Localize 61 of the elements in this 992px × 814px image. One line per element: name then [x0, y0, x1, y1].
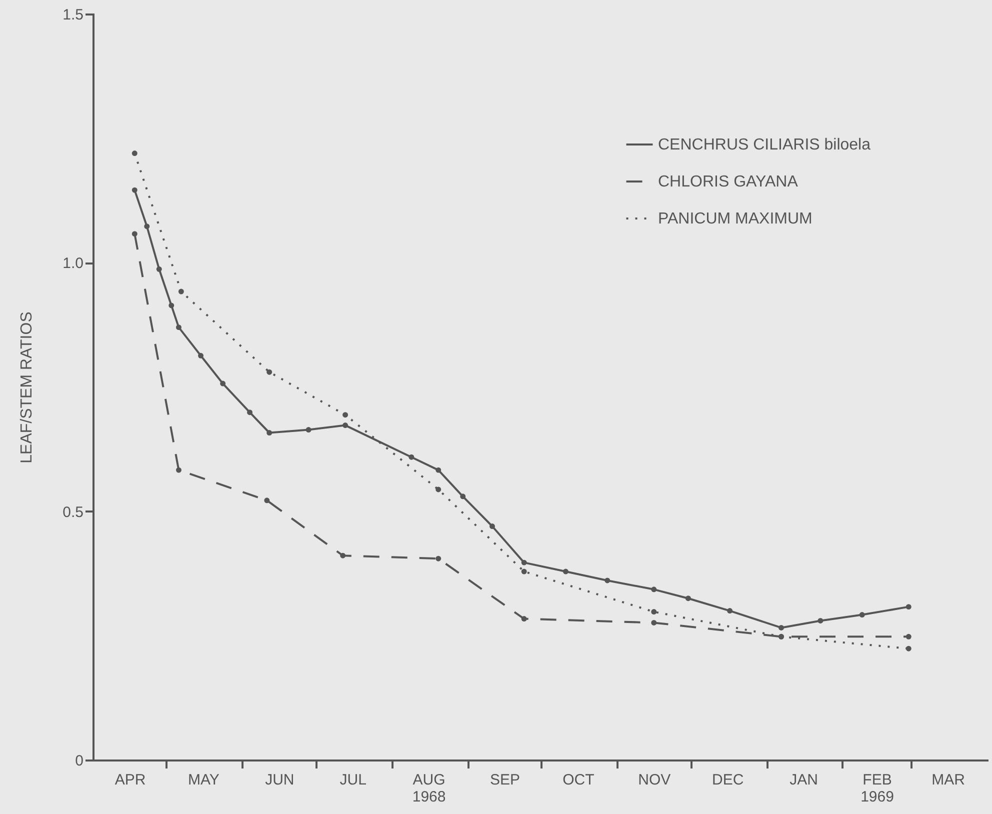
x-tick-label: AUG 1968 — [412, 772, 446, 806]
point — [266, 430, 272, 436]
point — [132, 187, 138, 193]
point — [651, 586, 657, 592]
point — [132, 150, 138, 156]
y-tick-label: 0 — [75, 752, 84, 770]
point — [436, 486, 442, 492]
point — [818, 618, 824, 624]
x-tick-label: DEC — [712, 772, 744, 788]
y-tick-label: 0.5 — [62, 504, 84, 521]
x-tick-label: JAN — [790, 772, 818, 788]
point — [685, 596, 691, 602]
point — [266, 369, 272, 375]
x-tick-label: JUL — [340, 772, 366, 788]
x-tick-label: OCT — [562, 772, 594, 788]
point — [436, 556, 442, 562]
point — [342, 422, 348, 428]
y-tick-label: 1.5 — [62, 6, 84, 24]
point — [198, 352, 204, 358]
point — [306, 427, 312, 433]
point — [651, 609, 657, 615]
point — [220, 380, 226, 386]
point — [906, 634, 912, 640]
x-tick-label: FEB 1969 — [860, 772, 894, 806]
point — [436, 467, 442, 473]
point — [144, 224, 150, 230]
point — [859, 612, 865, 618]
point — [168, 302, 174, 308]
point — [264, 498, 270, 504]
point — [247, 410, 252, 416]
point — [521, 568, 527, 574]
point — [562, 568, 568, 574]
point — [176, 467, 182, 473]
point — [490, 524, 495, 529]
point — [778, 624, 784, 630]
point — [460, 494, 466, 500]
x-tick-label: MAY — [188, 772, 220, 788]
y-axis-title: LEAF/STEM RATIOS — [18, 312, 36, 464]
x-tick-label: JUN — [265, 772, 294, 788]
y-tick-label: 1.0 — [62, 255, 84, 272]
x-tick-label: APR — [114, 772, 146, 788]
x-tick-label: SEP — [490, 772, 520, 788]
point — [342, 412, 348, 418]
point — [906, 646, 912, 652]
point — [906, 604, 912, 610]
point — [340, 552, 346, 558]
point — [521, 560, 527, 566]
point — [604, 578, 610, 584]
point — [178, 288, 184, 294]
point — [521, 616, 527, 622]
legend-label: PANICUM MAXIMUM — [658, 210, 812, 228]
legend-label: CENCHRUS CILIARIS biloela — [658, 136, 871, 154]
point — [651, 620, 657, 626]
legend-label: CHLORIS GAYANA — [658, 174, 798, 190]
x-tick-label: NOV — [638, 772, 671, 788]
point — [408, 454, 414, 460]
point — [156, 266, 162, 272]
point — [132, 231, 138, 237]
point — [727, 608, 733, 614]
point — [176, 324, 182, 330]
x-tick-label: MAR — [932, 772, 966, 788]
